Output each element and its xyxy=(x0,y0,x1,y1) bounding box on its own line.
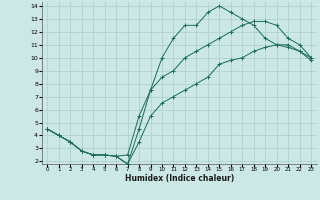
X-axis label: Humidex (Indice chaleur): Humidex (Indice chaleur) xyxy=(124,174,234,183)
